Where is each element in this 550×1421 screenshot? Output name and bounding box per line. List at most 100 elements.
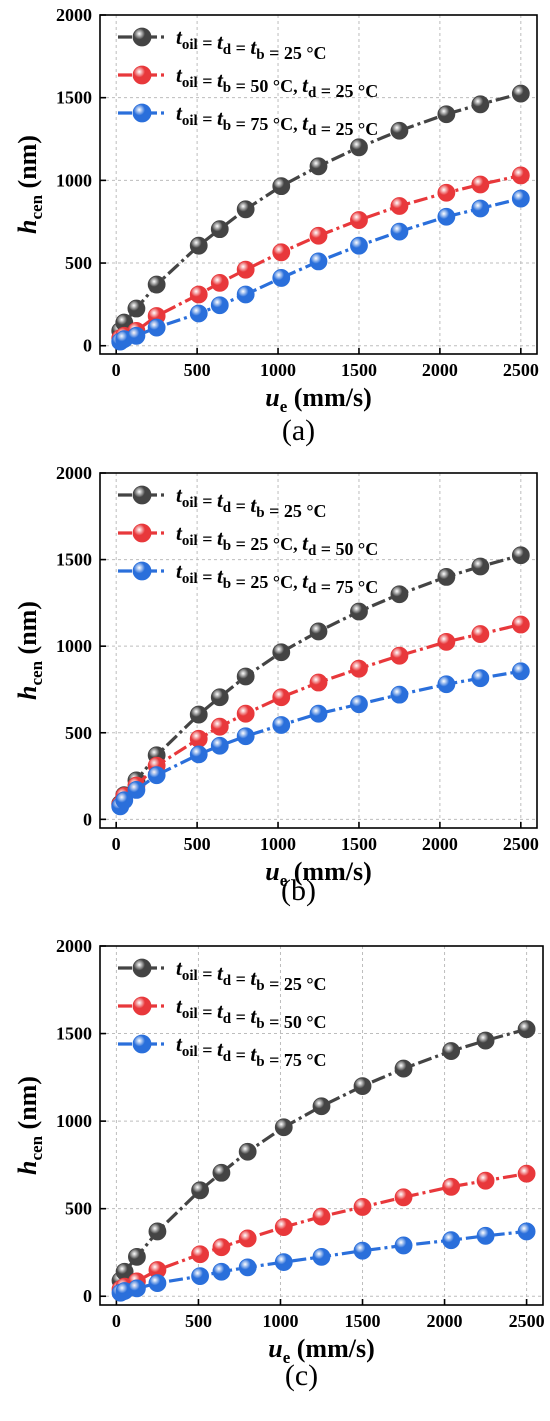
data-point bbox=[274, 1253, 293, 1271]
data-point bbox=[309, 704, 328, 723]
data-point bbox=[189, 729, 208, 748]
legend-text-part: = 25 °C bbox=[265, 501, 327, 521]
legend-text-part: = bbox=[198, 529, 217, 549]
data-point bbox=[127, 326, 146, 345]
legend-entry-1: toil = td = tb = 25 °C bbox=[118, 956, 327, 994]
x-axis-title-unit: (mm/s) bbox=[287, 857, 371, 886]
legend-subscript: oil bbox=[182, 968, 198, 984]
panel-label: (a) bbox=[282, 414, 315, 447]
legend-symbol: t bbox=[250, 35, 257, 59]
legend-subscript: b bbox=[256, 1054, 264, 1070]
data-point bbox=[210, 220, 229, 239]
data-point bbox=[212, 1163, 231, 1182]
legend-text-part: = bbox=[198, 491, 217, 511]
data-point bbox=[210, 717, 229, 736]
x-axis-title: ue (mm/s) bbox=[265, 383, 372, 416]
legend-subscript: b bbox=[256, 47, 264, 63]
data-point bbox=[511, 546, 530, 565]
series-3 bbox=[111, 662, 530, 816]
legend-entry-3: toil = tb = 25 °C, td = 75 °C bbox=[118, 559, 378, 597]
data-point bbox=[238, 1142, 257, 1161]
legend-symbol: t bbox=[176, 63, 183, 87]
plot-frame bbox=[99, 472, 538, 829]
data-point bbox=[212, 1262, 231, 1281]
data-point bbox=[390, 222, 409, 241]
y-tick-label: 0 bbox=[83, 809, 92, 829]
legend-symbol: t bbox=[176, 956, 183, 980]
legend-subscript: b bbox=[256, 978, 264, 994]
data-point bbox=[147, 275, 166, 294]
x-tick-label: 2000 bbox=[422, 834, 458, 854]
x-axis-title: ue (mm/s) bbox=[265, 857, 372, 890]
data-point bbox=[476, 1031, 495, 1050]
legend-subscript: d bbox=[223, 42, 232, 58]
panel-label: (c) bbox=[285, 1359, 318, 1392]
data-point bbox=[437, 568, 456, 586]
y-tick-label: 1500 bbox=[56, 1024, 92, 1044]
y-axis-title-unit: (nm) bbox=[13, 601, 42, 661]
legend-label: toil = td = tb = 75 °C bbox=[176, 1032, 327, 1070]
legend-subscript: oil bbox=[182, 495, 198, 511]
legend-symbol: t bbox=[302, 531, 309, 555]
legend-marker bbox=[132, 1034, 152, 1054]
legend-text-part: = bbox=[198, 1040, 217, 1060]
x-tick-label: 1000 bbox=[260, 834, 296, 854]
data-point bbox=[189, 285, 208, 304]
data-point bbox=[437, 675, 456, 694]
legend-text-part: = 50 °C bbox=[265, 1012, 327, 1032]
legend-marker bbox=[132, 27, 152, 47]
series-3 bbox=[111, 1222, 536, 1302]
y-axis-title-subscript: cen bbox=[27, 660, 46, 685]
data-point bbox=[127, 781, 146, 799]
y-axis-title-subscript: cen bbox=[27, 1135, 46, 1160]
x-tick-label: 2500 bbox=[509, 1311, 545, 1331]
legend-marker bbox=[132, 996, 152, 1016]
legend-label: toil = tb = 75 °C, td = 25 °C bbox=[176, 101, 378, 139]
x-axis-title-unit: (mm/s) bbox=[287, 383, 371, 412]
legend-subscript: oil bbox=[182, 37, 198, 53]
y-tick-label: 1500 bbox=[56, 550, 92, 570]
y-tick-label: 2000 bbox=[56, 463, 92, 483]
data-point bbox=[471, 557, 490, 576]
x-axis-title-symbol: u bbox=[265, 383, 279, 412]
data-point bbox=[353, 1198, 372, 1216]
data-point bbox=[191, 1181, 209, 1200]
legend-subscript: b bbox=[256, 1016, 264, 1032]
data-point bbox=[272, 643, 291, 662]
data-point bbox=[437, 105, 456, 124]
legend-symbol: t bbox=[217, 30, 224, 54]
data-point bbox=[471, 669, 490, 688]
data-point bbox=[272, 269, 291, 287]
data-point bbox=[442, 1042, 461, 1060]
data-point bbox=[236, 704, 255, 723]
x-tick-label: 500 bbox=[184, 834, 211, 854]
data-point bbox=[128, 1279, 146, 1298]
data-point bbox=[147, 318, 166, 337]
data-point bbox=[274, 1218, 293, 1236]
data-point bbox=[236, 260, 255, 279]
legend-label: toil = tb = 50 °C, td = 25 °C bbox=[176, 63, 378, 101]
data-point bbox=[236, 285, 255, 304]
legend-symbol: t bbox=[302, 111, 309, 135]
data-point bbox=[511, 166, 530, 185]
data-point bbox=[309, 252, 328, 271]
legend-subscript: oil bbox=[182, 1006, 198, 1022]
legend-text-part: = 25 °C bbox=[316, 81, 378, 101]
data-point bbox=[350, 695, 368, 714]
data-point bbox=[471, 625, 490, 643]
y-tick-label: 1000 bbox=[56, 1111, 92, 1131]
data-point bbox=[189, 236, 208, 255]
legend-symbol: t bbox=[250, 1042, 257, 1066]
data-point bbox=[476, 1171, 495, 1190]
legend-subscript: d bbox=[308, 543, 317, 559]
legend-symbol: t bbox=[217, 488, 224, 512]
legend-text-part: = 75 °C bbox=[265, 1050, 327, 1070]
legend-subscript: d bbox=[308, 123, 317, 139]
legend-subscript: oil bbox=[182, 533, 198, 549]
data-point bbox=[312, 1097, 331, 1116]
data-point bbox=[191, 1267, 209, 1286]
x-tick-label: 1000 bbox=[260, 360, 296, 380]
x-axis-title: ue (mm/s) bbox=[268, 1334, 375, 1367]
legend-symbol: t bbox=[217, 961, 224, 985]
legend-entry-2: toil = td = tb = 50 °C bbox=[118, 994, 327, 1032]
